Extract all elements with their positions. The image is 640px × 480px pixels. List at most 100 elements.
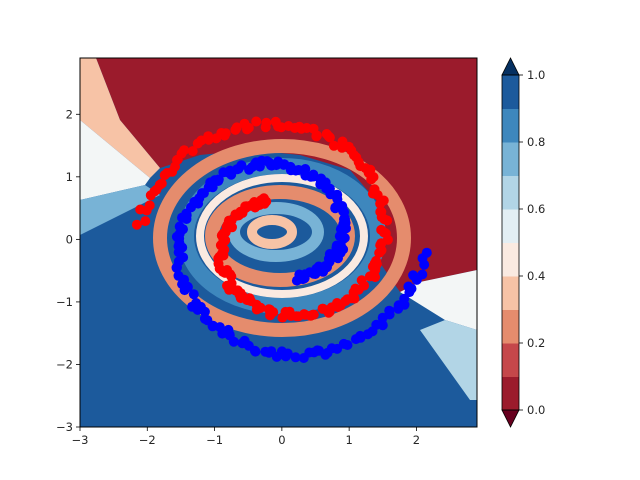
colorbar-extend-top xyxy=(501,57,520,76)
contour-rings xyxy=(153,139,411,337)
scatter-point-red xyxy=(370,272,381,283)
scatter-point-red xyxy=(371,255,382,266)
scatter-point-red xyxy=(328,140,339,151)
contour-region-lightblue-left xyxy=(80,185,160,235)
y-tick-label: 2 xyxy=(66,107,73,121)
scatter-point-red xyxy=(226,271,237,282)
scatter-point-red xyxy=(192,138,203,149)
colorbar-swatch xyxy=(502,175,519,210)
contour-region-white-right xyxy=(400,270,477,330)
scatter-point-red xyxy=(321,129,332,139)
scatter-point-blue xyxy=(250,346,261,357)
contour-region-white-left xyxy=(80,120,150,200)
scatter-point-blue xyxy=(330,202,341,213)
y-tick-label: 1 xyxy=(66,170,73,184)
plot-frame xyxy=(79,57,478,428)
scatter-point-blue xyxy=(324,249,335,259)
scatter-point-blue xyxy=(324,256,335,267)
colorbar-tick-label: 1.0 xyxy=(527,68,545,82)
colorbar-swatch xyxy=(502,343,519,377)
scatter-point-red xyxy=(307,309,318,320)
scatter-point-red xyxy=(145,190,156,201)
scatter-point-blue xyxy=(188,289,199,300)
colorbar-swatch xyxy=(502,309,519,344)
scatter-points xyxy=(131,116,432,363)
scatter-point-blue xyxy=(228,336,239,347)
scatter-point-red xyxy=(239,118,250,129)
colorbar-swatch xyxy=(502,108,519,143)
y-tick-label: 0 xyxy=(66,232,73,246)
colorbar-swatch xyxy=(502,75,519,109)
x-tick-label: −1 xyxy=(206,433,223,447)
y-axis: −3 −2 −1 0 1 2 xyxy=(56,107,80,434)
scatter-point-red xyxy=(140,216,151,227)
contour-core xyxy=(247,215,297,249)
scatter-point-red xyxy=(231,122,242,133)
contour-ring-white-mid xyxy=(196,174,368,298)
scatter-point-red xyxy=(260,122,271,133)
colorbar-tick-label: 0.2 xyxy=(527,336,545,350)
x-tick-label: 2 xyxy=(413,433,420,447)
scatter-point-blue xyxy=(244,164,255,175)
scatter-point-red xyxy=(270,116,281,127)
colorbar-axis: 0.0 0.2 0.4 0.6 0.8 1.0 xyxy=(519,68,545,417)
x-tick-label: 1 xyxy=(345,433,352,447)
scatter-point-red xyxy=(222,219,233,230)
y-tick-label: −3 xyxy=(56,420,73,434)
scatter-point-blue xyxy=(199,306,210,317)
scatter-point-red xyxy=(268,307,279,318)
scatter-point-red xyxy=(255,302,266,313)
scatter-point-red xyxy=(135,204,146,215)
scatter-point-blue xyxy=(377,320,388,331)
colorbar-frame xyxy=(501,74,520,411)
scatter-point-red xyxy=(291,311,302,322)
colorbar-swatch xyxy=(502,242,519,277)
contour-region-lightblue-right xyxy=(420,320,477,400)
scatter-point-blue xyxy=(403,281,414,292)
y-tick-label: −2 xyxy=(56,357,73,371)
colorbar: 0.0 0.2 0.4 0.6 0.8 1.0 xyxy=(501,57,545,428)
scatter-point-red xyxy=(374,247,385,258)
plot-area xyxy=(80,58,477,427)
x-tick-label: 0 xyxy=(278,433,285,447)
scatter-point-blue xyxy=(218,167,229,178)
scatter-point-blue xyxy=(264,347,274,358)
colorbar-swatch xyxy=(502,209,519,243)
x-axis: −3 −2 −1 0 1 2 xyxy=(72,427,420,447)
x-tick-label: −3 xyxy=(72,433,89,447)
scatter-point-red xyxy=(356,275,367,286)
contour-ring-blue-inner xyxy=(228,202,324,262)
colorbar-tick-label: 0.8 xyxy=(527,135,545,149)
colorbar-extend-bottom xyxy=(501,409,520,428)
scatter-point-blue xyxy=(408,270,419,281)
colorbar-tick-label: 0.4 xyxy=(527,269,545,283)
contour-ring-red-outer xyxy=(153,139,411,337)
scatter-point-blue xyxy=(342,340,353,350)
colorbar-swatch xyxy=(502,276,519,310)
scatter-point-blue xyxy=(207,321,218,332)
scatter-point-red xyxy=(187,146,198,157)
scatter-point-blue xyxy=(282,348,293,359)
scatter-point-red xyxy=(159,170,170,181)
x-tick-label: −2 xyxy=(139,433,156,447)
colorbar-tick-label: 0.6 xyxy=(527,202,545,216)
colorbar-swatch xyxy=(502,376,519,411)
scatter-point-blue xyxy=(331,240,342,251)
scatter-point-red xyxy=(211,133,222,144)
scatter-point-red xyxy=(337,136,348,147)
scatter-point-red xyxy=(375,206,386,217)
scatter-point-red xyxy=(251,116,262,127)
colorbar-swatch xyxy=(502,142,519,176)
scatter-point-red xyxy=(376,224,387,235)
colorbar-tick-label: 0.0 xyxy=(527,403,545,417)
scatter-point-red xyxy=(203,134,214,145)
scatter-point-blue xyxy=(384,305,395,316)
scatter-point-blue xyxy=(181,214,192,224)
scatter-point-blue xyxy=(172,262,182,273)
scatter-point-blue xyxy=(421,247,432,258)
scatter-point-blue xyxy=(199,313,210,324)
contour-region-salmon xyxy=(80,58,160,178)
scatter-point-blue xyxy=(417,269,428,280)
colorbar-swatches xyxy=(502,75,519,411)
